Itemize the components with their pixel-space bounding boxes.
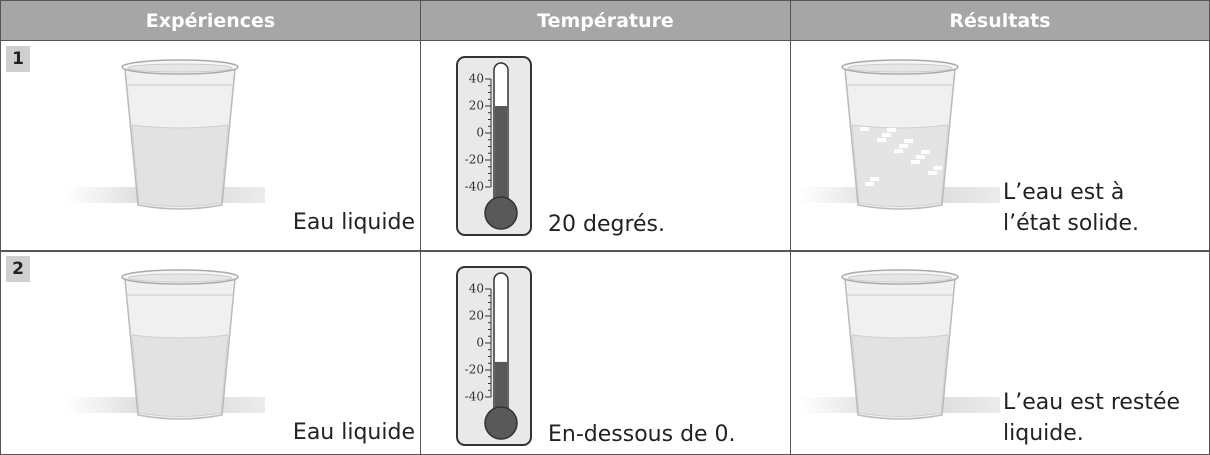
scale-label: -20	[465, 363, 484, 377]
scale-label: 40	[469, 72, 484, 86]
cup-illustration	[800, 59, 1000, 210]
scale-label: 20	[469, 99, 484, 113]
cup-rim-inner	[847, 273, 953, 283]
temperature-label: En-dessous de 0.	[548, 422, 736, 447]
column-header: Résultats	[790, 0, 1210, 41]
thermometer: 40 20 0 -20 -40	[456, 56, 532, 236]
ice-texture	[899, 144, 908, 148]
cup-water	[131, 124, 229, 207]
ice-texture	[882, 133, 891, 137]
experience-label: Eau liquide	[292, 210, 415, 235]
column-header: Expériences	[0, 0, 421, 41]
ice-texture	[894, 149, 903, 153]
ice-texture	[911, 160, 920, 164]
scale-label: 0	[476, 336, 484, 350]
ice-texture	[916, 155, 925, 159]
temperature-label: 20 degrés.	[548, 212, 666, 237]
thermometer-level	[495, 361, 507, 420]
scale-label: 20	[469, 309, 484, 323]
thermometer: 40 20 0 -20 -40	[456, 266, 532, 446]
result-label: liquide.	[1003, 421, 1084, 446]
result-label: L’eau est à	[1003, 180, 1125, 205]
cup-rim-inner	[847, 63, 953, 73]
experience-label: Eau liquide	[292, 420, 415, 445]
scale-label: -40	[465, 180, 484, 194]
result-label: L’eau est restée	[1003, 390, 1181, 415]
ice-texture	[928, 171, 937, 175]
thermometer-level	[495, 106, 507, 210]
column-header: Température	[420, 0, 791, 41]
cup-rim-inner	[127, 273, 233, 283]
thermometer-bulb	[484, 196, 518, 230]
ice-texture	[904, 139, 913, 143]
scale-label: 40	[469, 282, 484, 296]
ice-texture	[870, 177, 879, 181]
row-number: 2	[6, 256, 30, 282]
cup-illustration	[800, 269, 1000, 420]
result-label: l’état solide.	[1003, 211, 1140, 236]
scale-label: -40	[465, 390, 484, 404]
scale-label: -20	[465, 153, 484, 167]
cup-water	[131, 334, 229, 417]
cup-illustration	[65, 269, 265, 420]
cup-rim-inner	[127, 63, 233, 73]
ice-texture	[865, 182, 874, 186]
scale-label: 0	[476, 126, 484, 140]
cup-water	[851, 334, 949, 417]
ice-texture	[921, 150, 930, 154]
ice-texture	[877, 138, 886, 142]
cup-illustration	[65, 59, 265, 210]
thermometer-bulb	[484, 406, 518, 440]
ice-texture	[860, 127, 869, 131]
ice-texture	[887, 128, 896, 132]
cup-water	[851, 124, 949, 207]
ice-texture	[933, 166, 942, 170]
row-number: 1	[6, 46, 30, 72]
